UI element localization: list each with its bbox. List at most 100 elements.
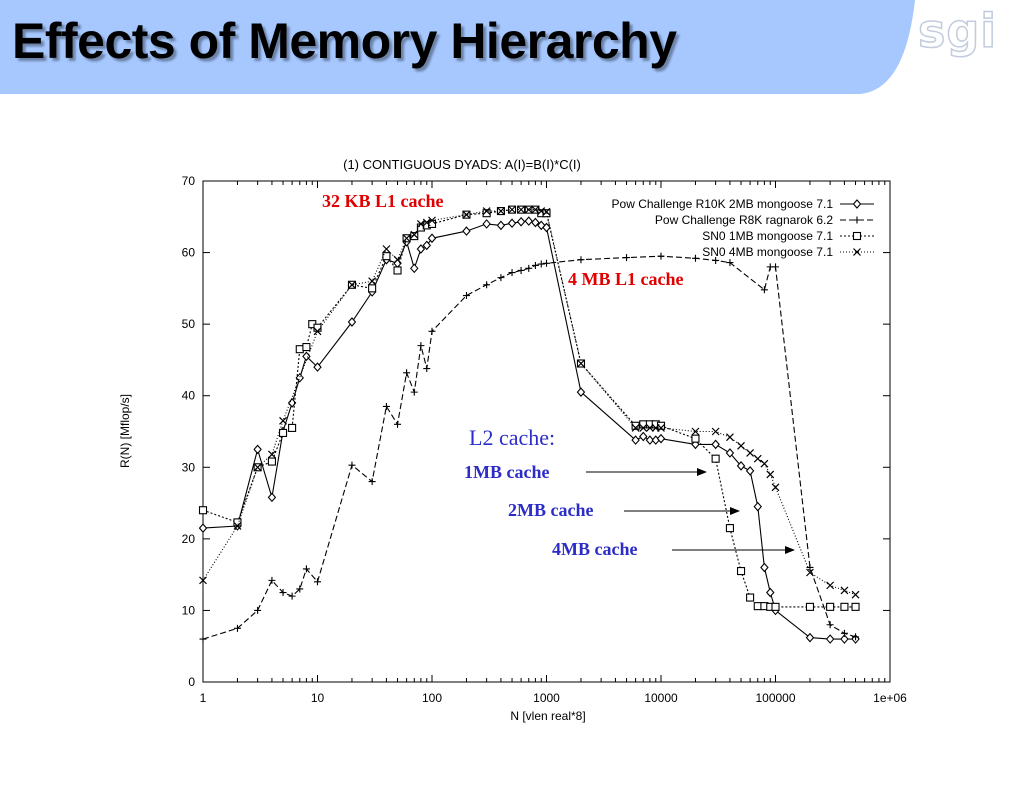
data-point-plus <box>233 624 241 632</box>
data-point-square <box>639 420 648 429</box>
data-point-cross <box>199 576 207 585</box>
data-point-plus <box>254 606 262 614</box>
data-point-cross <box>840 586 849 595</box>
legend-label: Pow Challenge R8K ragnarok 6.2 <box>655 213 833 227</box>
data-point-plus <box>525 264 533 272</box>
title-band <box>0 0 1024 96</box>
data-point-plus <box>531 261 539 269</box>
data-point-diamond <box>645 435 655 445</box>
data-point-diamond <box>462 226 471 236</box>
data-point-plus <box>577 256 585 264</box>
y-tick-label: 20 <box>182 532 196 546</box>
data-point-plus <box>772 263 779 271</box>
slide-title: Effects of Memory Hierarchy <box>12 13 677 69</box>
annotation-4mb-l1: 4 MB L1 cache <box>568 269 683 289</box>
data-point-diamond <box>524 216 533 226</box>
data-point-cross <box>402 234 411 243</box>
data-point-square <box>753 602 762 611</box>
arrow-head <box>785 546 795 554</box>
data-point-cross <box>542 207 551 216</box>
series-group <box>198 205 860 644</box>
data-point-diamond <box>295 372 304 383</box>
data-point-cross <box>348 280 356 289</box>
legend-marker <box>853 216 861 224</box>
series-2 <box>199 252 860 643</box>
data-point-square <box>840 602 849 611</box>
data-point-plus <box>760 286 768 294</box>
legend-marker <box>853 248 861 256</box>
data-point-cross <box>508 205 516 214</box>
data-point-cross <box>410 230 419 239</box>
series-4 <box>199 205 860 599</box>
data-point-plus <box>348 461 356 469</box>
data-point-square <box>771 602 780 611</box>
data-point-cross <box>313 327 322 336</box>
data-point-diamond <box>422 240 431 251</box>
data-point-plus <box>288 592 296 600</box>
data-point-diamond <box>639 431 648 442</box>
y-tick-label: 40 <box>182 389 196 403</box>
data-point-plus <box>428 327 436 335</box>
data-point-cross <box>531 205 540 214</box>
annotation-arrows <box>586 468 795 554</box>
arrow-head <box>730 507 740 515</box>
chart-title: (1) CONTIGUOUS DYADS: A(I)=B(I)*C(I) <box>343 157 581 172</box>
data-point-square <box>410 232 419 241</box>
y-tick-label: 50 <box>182 317 196 331</box>
data-point-square <box>691 434 700 443</box>
data-point-diamond <box>198 523 208 533</box>
data-point-cross <box>826 581 835 590</box>
data-point-square <box>482 209 491 218</box>
data-point-diamond <box>631 435 640 445</box>
legend-marker <box>852 199 862 209</box>
data-point-diamond <box>805 632 815 643</box>
data-point-diamond <box>576 387 586 397</box>
data-point-plus <box>462 292 470 300</box>
data-point-plus <box>403 369 411 377</box>
data-point-diamond <box>347 317 357 327</box>
legend-label: SN0 4MB mongoose 7.1 <box>702 245 833 259</box>
legend-marker <box>852 231 862 241</box>
data-point-square <box>368 284 377 293</box>
data-point-plus <box>508 269 516 277</box>
data-point-cross <box>851 590 860 599</box>
data-point-plus <box>497 274 505 282</box>
data-point-diamond <box>416 244 426 254</box>
data-point-diamond <box>760 562 769 573</box>
axes: 1 10 100 1000 10000 100000 1e+06 0 10 20 30 40 50 60 7… <box>182 174 908 705</box>
data-point-plus <box>852 633 860 641</box>
annotation-l2-2mb: 2MB cache <box>508 500 593 520</box>
data-point-diamond <box>516 216 526 227</box>
data-point-square <box>233 518 242 527</box>
data-point-diamond <box>753 501 762 512</box>
data-point-cross <box>657 423 665 432</box>
x-tick-label: 1000 <box>533 691 560 705</box>
y-tick-label: 30 <box>182 460 196 474</box>
data-point-cross <box>746 449 755 457</box>
data-point-diamond <box>253 444 262 455</box>
data-point-cross <box>497 207 505 215</box>
data-point-diamond <box>825 634 835 644</box>
sgi-logo: sgi <box>917 3 998 59</box>
data-point-cross <box>806 568 814 577</box>
x-axis-label: N [vlen real*8] <box>510 709 585 723</box>
y-axis-label: R(N) [Mflop/s] <box>118 394 132 468</box>
annotation-l2-1mb: 1MB cache <box>464 462 549 482</box>
data-point-cross <box>753 454 762 463</box>
data-point-plus <box>543 259 550 267</box>
data-point-diamond <box>766 587 775 598</box>
data-point-plus <box>623 254 631 262</box>
annotation-l2-heading: L2 cache: <box>469 425 555 450</box>
data-point-plus <box>826 621 834 629</box>
data-point-plus <box>368 478 376 486</box>
data-point-square <box>198 506 208 515</box>
data-point-diamond <box>427 233 437 244</box>
x-tick-label: 10000 <box>644 691 678 705</box>
data-point-plus <box>483 281 491 289</box>
data-point-cross <box>416 220 425 228</box>
data-point-square <box>746 593 755 602</box>
data-point-plus <box>417 342 425 350</box>
data-point-diamond <box>482 219 491 229</box>
data-point-square <box>393 266 402 275</box>
